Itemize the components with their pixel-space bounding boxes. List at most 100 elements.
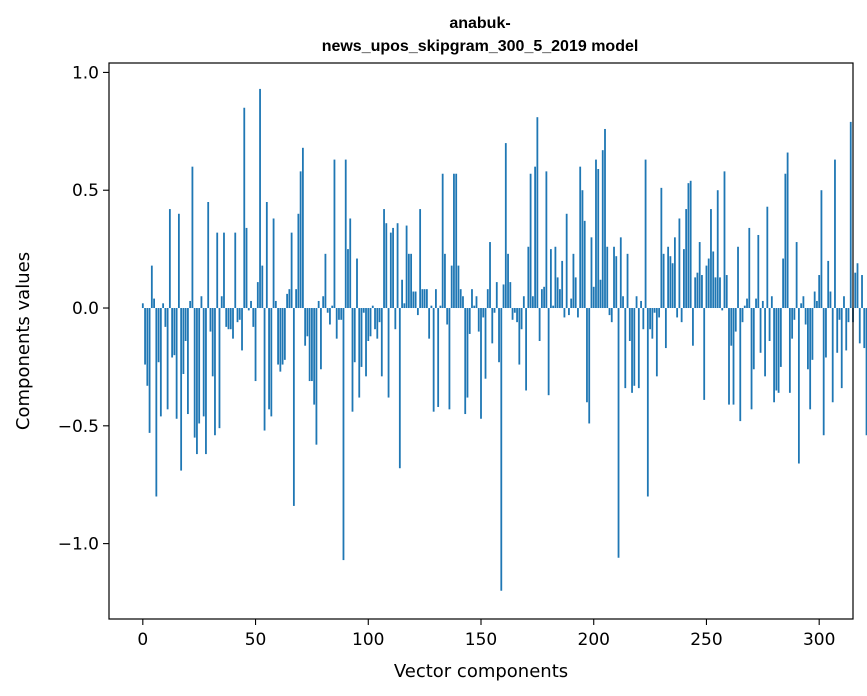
bar [425,289,428,309]
bar [371,305,374,309]
bar [383,209,385,309]
bar [858,308,861,344]
bar [626,253,629,309]
bar [597,169,600,309]
bar [252,308,255,327]
bar [836,308,839,353]
bar [545,171,548,309]
bar [703,308,706,400]
bar [534,166,537,309]
bar [655,308,658,377]
bar [229,308,232,330]
bar [218,308,221,429]
bar [786,152,789,309]
bar [153,298,155,309]
bar [743,305,746,309]
bar [333,159,336,309]
bar [141,303,144,309]
bar [757,234,760,309]
bar [432,308,435,412]
bar [536,117,539,309]
bar [658,308,661,318]
bar [669,256,672,309]
bar [856,263,859,309]
bar [642,308,645,330]
bar [416,308,419,316]
bar [651,308,654,339]
bar [601,150,604,309]
bar [698,242,701,309]
bar [752,308,755,370]
bar [822,308,825,436]
bar [283,308,286,360]
bar [168,209,171,309]
bar [565,213,568,309]
bar [236,308,239,323]
bars-group [141,88,867,591]
bar [385,223,388,309]
bar [220,296,223,309]
bar [507,253,509,309]
bar [193,308,196,438]
bar [678,218,681,309]
bar [559,289,561,309]
bar [166,308,169,410]
bar [795,242,798,309]
bar [223,232,225,309]
bar [849,121,852,309]
bar [301,147,304,309]
bar [207,202,210,309]
bar [613,246,615,309]
bar [556,277,559,309]
bar [827,260,830,309]
bar [340,308,343,320]
bar [175,308,178,419]
bar [392,227,394,309]
bar [394,308,397,330]
bar [586,308,588,403]
bar [649,308,651,330]
bar [419,209,422,309]
bar [462,296,464,309]
bar [624,308,627,389]
bar [712,251,715,309]
bar [356,258,358,309]
bar [157,308,160,363]
bar [592,286,595,309]
bar [574,277,577,309]
bar [809,308,812,410]
bar [825,308,827,358]
bar [360,308,363,367]
bar [845,308,848,351]
bar [187,308,189,415]
x-axis: 0 50 100 150 200 250 300 [137,619,835,650]
bar [304,308,307,346]
bar [572,253,575,309]
bar [773,308,775,403]
bar [297,213,300,309]
bar [579,166,582,309]
bar [412,291,415,309]
bar [335,308,338,339]
bar [816,300,818,309]
bar [414,291,417,309]
bar [374,308,376,330]
bar [331,305,334,309]
bar [829,291,832,309]
bar [313,308,316,405]
bar [306,308,309,337]
bar [349,218,352,309]
bar [667,246,670,309]
bar [797,308,800,464]
bar [455,173,458,309]
bar [838,308,841,320]
bar [329,308,331,325]
bar [232,308,234,339]
x-tick-label: 200 [578,630,610,650]
bar [171,308,174,358]
bar [759,308,762,353]
bar [263,308,266,431]
bar [644,159,647,309]
bar [820,190,823,309]
bar [405,225,408,309]
